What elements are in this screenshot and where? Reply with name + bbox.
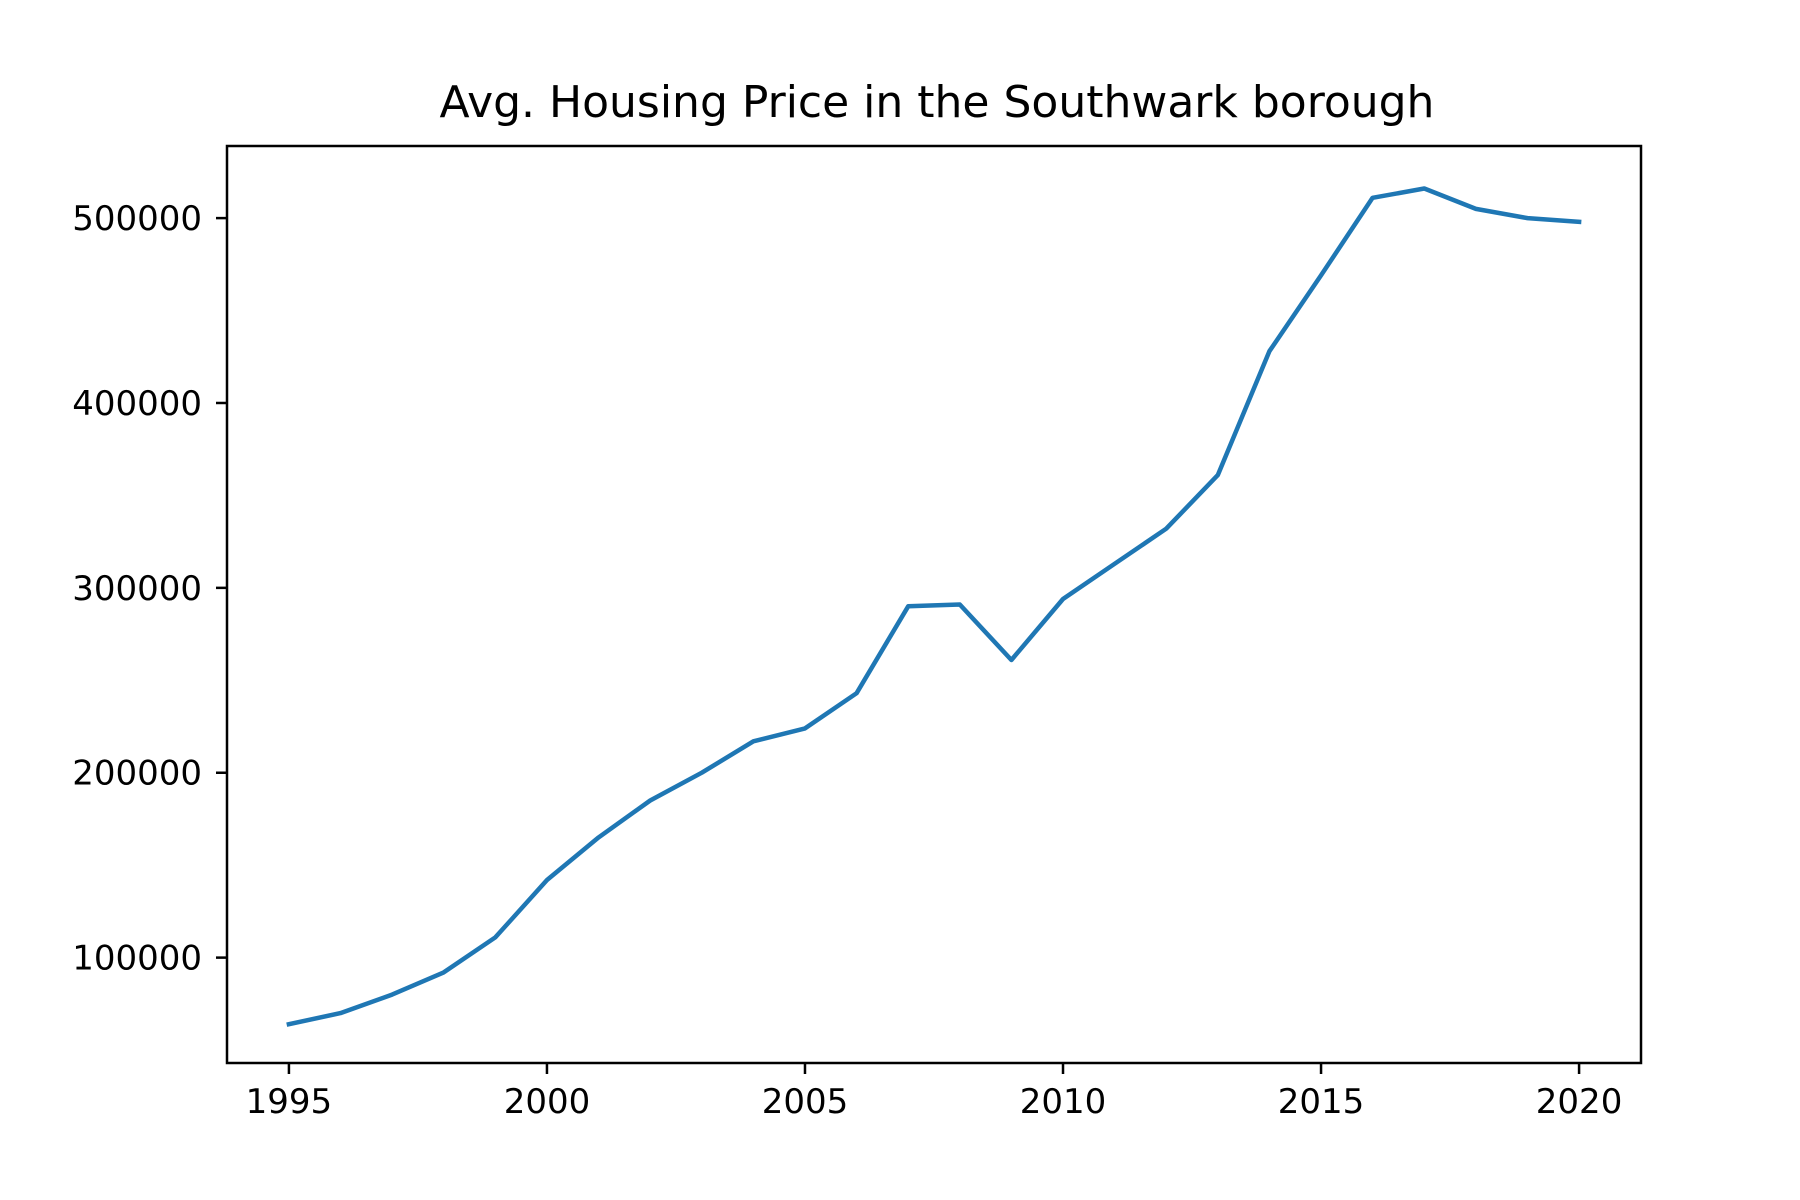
y-tick-label: 500000 (72, 199, 202, 239)
x-tick-label: 1995 (246, 1082, 333, 1122)
series-line (286, 186, 1582, 1027)
x-tick-label: 2010 (1020, 1082, 1107, 1122)
y-tick-label: 400000 (72, 384, 202, 424)
x-tick-label: 2020 (1536, 1082, 1623, 1122)
y-tick-label: 300000 (72, 569, 202, 609)
x-tick-label: 2015 (1278, 1082, 1365, 1122)
axis-ticks: 1995 2000 2005 2010 2015 2020 100000 200000 3000… (72, 199, 1622, 1122)
y-tick-label: 200000 (72, 754, 202, 794)
x-tick-label: 2005 (762, 1082, 849, 1122)
chart-title: Avg. Housing Price in the Southwark boro… (440, 77, 1435, 128)
y-tick-label: 100000 (72, 939, 202, 979)
axes-frame (225, 144, 1643, 1065)
x-tick-label: 2000 (504, 1082, 591, 1122)
plot-area (286, 186, 1582, 1027)
